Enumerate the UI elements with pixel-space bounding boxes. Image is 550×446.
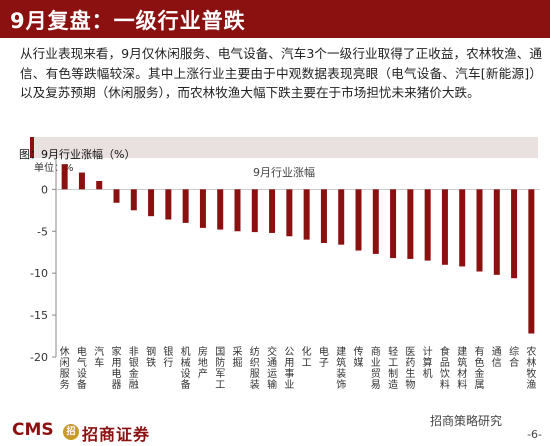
x-tick-label: 钢铁 xyxy=(146,345,156,369)
summary-text: 从行业表现来看，9月仅休闲服务、电气设备、汽车3个一级行业取得了正收益，农林牧渔… xyxy=(20,46,542,100)
y-tick-label: -5 xyxy=(37,225,48,238)
bar xyxy=(528,189,535,334)
page-number: -6- xyxy=(527,428,542,441)
x-tick-label: 通信 xyxy=(492,346,502,369)
bar xyxy=(338,189,345,245)
chart-caption: 图：9月行业涨幅（%） xyxy=(19,148,136,161)
bar xyxy=(493,189,500,275)
bar xyxy=(390,189,397,259)
bar xyxy=(199,189,206,228)
bar xyxy=(234,189,241,232)
x-tick-label: 建筑材料 xyxy=(457,345,467,391)
x-tick-label: 银行 xyxy=(163,345,173,369)
x-tick-label: 机械设备 xyxy=(181,345,191,391)
bar xyxy=(113,189,120,203)
bar xyxy=(355,189,362,251)
x-tick-label: 有色金属 xyxy=(475,345,485,391)
x-tick-label: 综合 xyxy=(509,345,519,369)
bar xyxy=(511,189,518,279)
x-tick-label: 建筑装饰 xyxy=(336,345,346,391)
y-tick-label: -20 xyxy=(30,351,48,364)
x-tick-label: 交通运输 xyxy=(267,345,277,391)
bar xyxy=(372,189,379,254)
bar xyxy=(320,189,327,243)
x-tick-label: 化工 xyxy=(302,345,312,369)
bar xyxy=(251,189,258,233)
x-tick-label: 汽车 xyxy=(94,345,104,369)
bar xyxy=(476,189,483,272)
bar xyxy=(424,189,431,261)
y-tick-label: -15 xyxy=(30,309,48,322)
page-title: 9月复盘：一级行业普跌 xyxy=(10,9,246,33)
bar xyxy=(441,189,448,265)
watermark: 招商策略研究 xyxy=(430,414,503,428)
bars xyxy=(61,164,535,334)
brand-name: 招商证券 xyxy=(82,425,151,444)
x-axis-labels: 休闲服务电气设备汽车家用电器非银金融钢铁银行机械设备房地产国防军工采掘纺织服装交… xyxy=(60,345,537,391)
x-tick-label: 商业贸易 xyxy=(371,345,381,391)
x-tick-label: 医药生物 xyxy=(405,346,415,391)
x-tick-label: 非银金融 xyxy=(129,346,139,391)
bar xyxy=(182,189,189,223)
y-tick-label: -10 xyxy=(30,267,48,280)
x-tick-label: 家用电器 xyxy=(112,345,122,391)
bar xyxy=(165,189,172,220)
brand-logo: CMS xyxy=(12,420,54,440)
x-tick-label: 农林牧渔 xyxy=(526,345,536,391)
y-tick-label: 0 xyxy=(41,183,48,196)
bar xyxy=(148,189,155,217)
bar xyxy=(78,172,85,190)
bar xyxy=(286,189,293,237)
x-tick-label: 传媒 xyxy=(354,346,364,369)
bar xyxy=(217,189,224,230)
bar xyxy=(303,189,310,240)
brand-badge-icon: 招 xyxy=(63,424,79,440)
chart-caption-marker xyxy=(30,137,34,158)
x-tick-label: 计算机 xyxy=(423,345,433,380)
bar xyxy=(407,189,414,259)
x-tick-label: 采掘 xyxy=(233,346,243,369)
x-tick-label: 国防军工 xyxy=(215,346,225,391)
bar xyxy=(269,189,276,233)
chart-title: 9月行业涨幅 xyxy=(253,166,315,179)
x-tick-label: 纺织服装 xyxy=(250,345,260,391)
title-bar xyxy=(0,0,550,38)
bar xyxy=(459,189,466,267)
chart-caption-bar xyxy=(30,137,538,158)
bar xyxy=(61,164,68,190)
x-tick-label: 公用事业 xyxy=(284,347,294,391)
x-tick-label: 食品饮料 xyxy=(440,345,450,391)
x-tick-label: 休闲服务 xyxy=(60,346,70,391)
bar xyxy=(96,180,103,190)
bar xyxy=(130,189,137,211)
x-tick-label: 电气设备 xyxy=(77,345,87,391)
x-tick-label: 房地产 xyxy=(198,345,208,380)
x-tick-label: 电子 xyxy=(319,345,329,369)
x-tick-label: 轻工制造 xyxy=(388,345,398,391)
